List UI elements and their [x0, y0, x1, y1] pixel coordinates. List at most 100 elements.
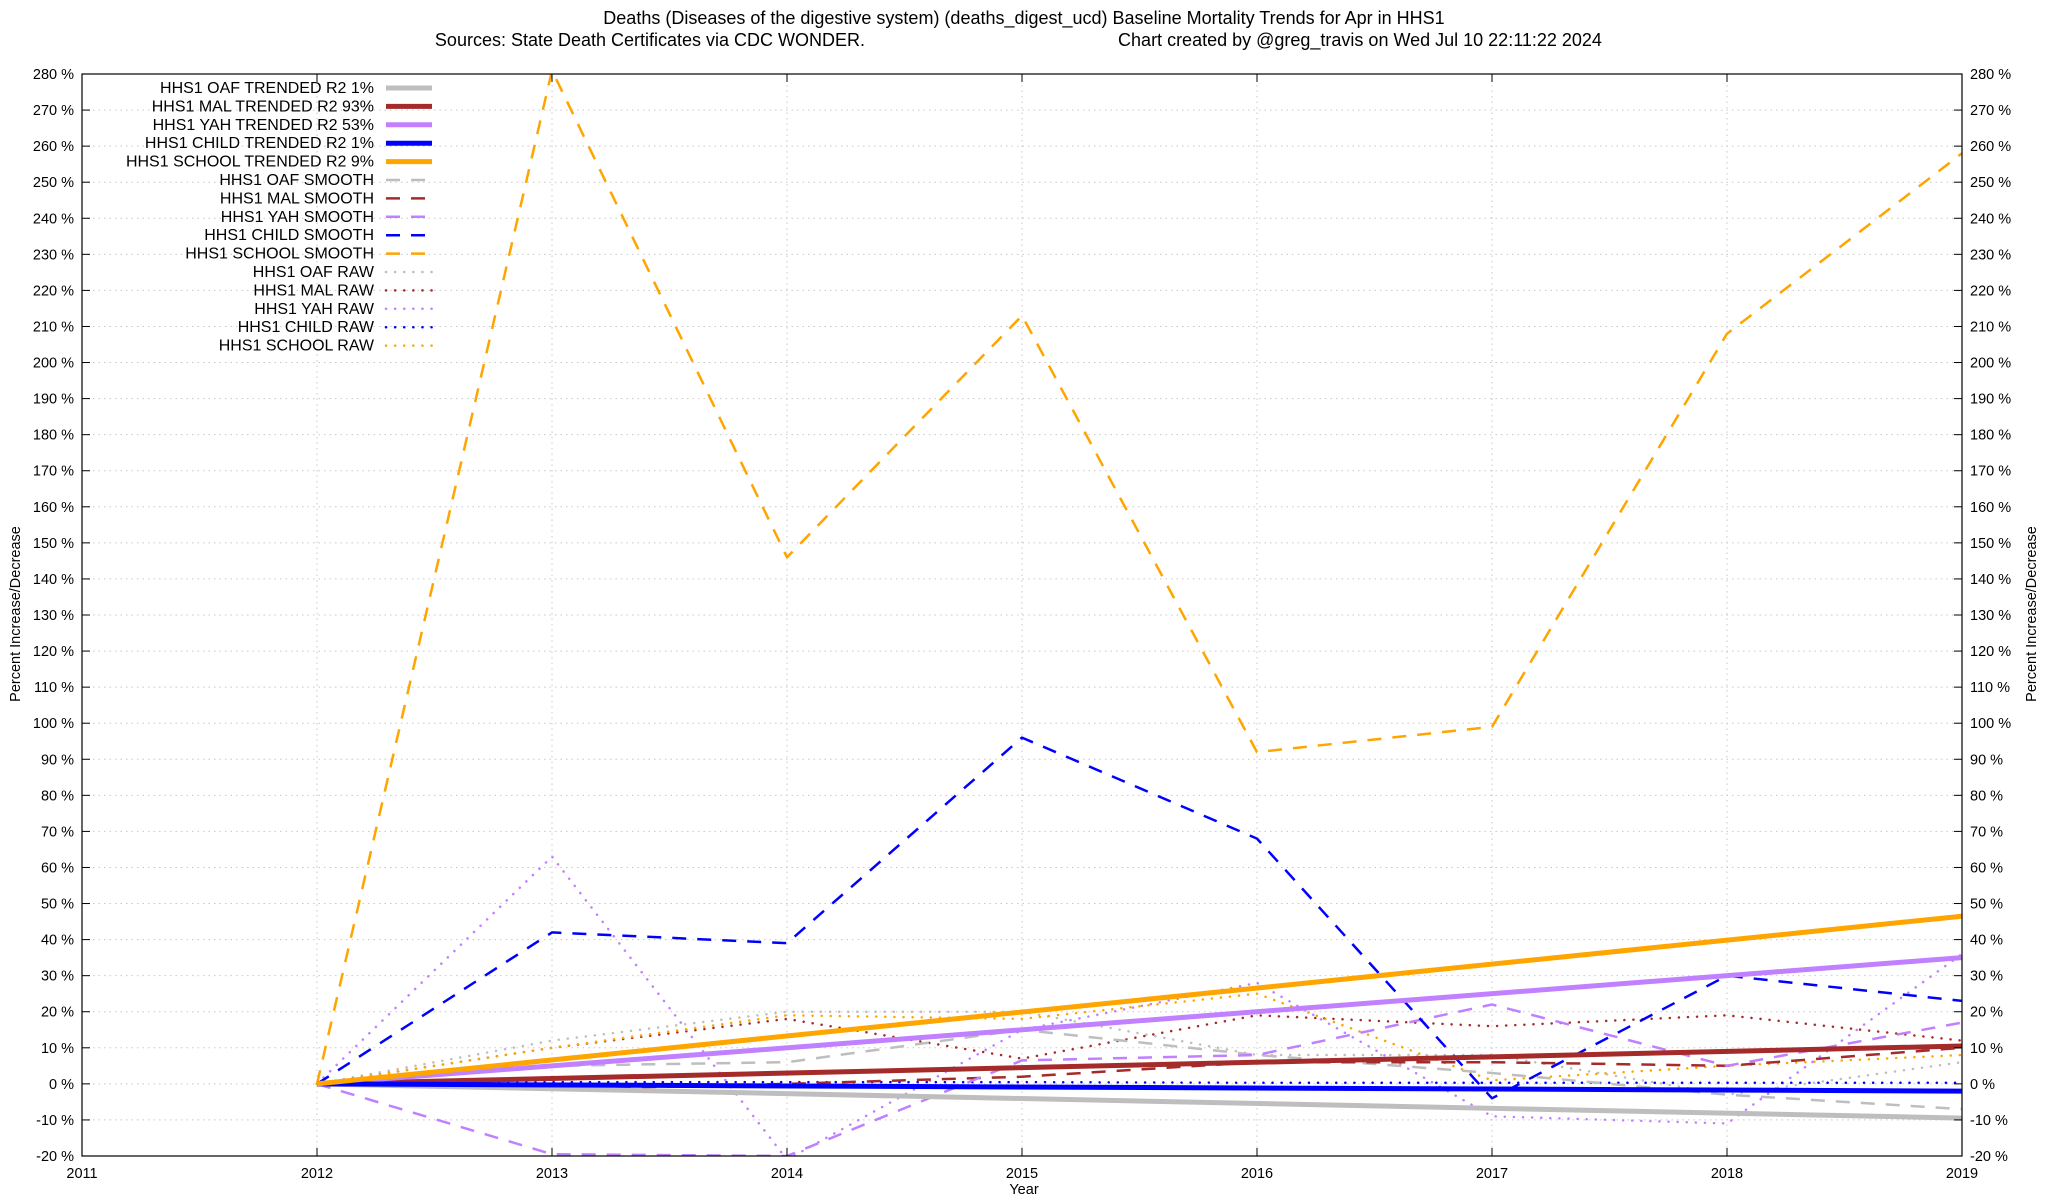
legend-label: HHS1 OAF TRENDED R2 1%	[160, 80, 374, 97]
x-tick-label: 2013	[536, 1166, 568, 1182]
y-tick-label: 40 %	[41, 933, 74, 949]
y2-tick-label: 160 %	[1970, 500, 2011, 516]
y2-tick-label: 50 %	[1970, 897, 2003, 913]
series-line-9	[316, 736, 1962, 1100]
series-layer	[315, 74, 1962, 1156]
y-tick-label: 90 %	[41, 752, 74, 768]
y2-tick-label: 250 %	[1970, 175, 2011, 191]
y2-tick-label: 270 %	[1970, 103, 2011, 119]
y-tick-label: 250 %	[33, 175, 74, 191]
y-tick-label: 10 %	[41, 1041, 74, 1057]
series-line-10	[315, 74, 1962, 1085]
y-tick-label: 30 %	[41, 969, 74, 985]
y2-tick-label: 190 %	[1970, 392, 2011, 408]
y-tick-label: 200 %	[33, 356, 74, 372]
y-tick-label: 150 %	[33, 536, 74, 552]
y-tick-label: 170 %	[33, 464, 74, 480]
x-tick-label: 2018	[1711, 1166, 1743, 1182]
y2-tick-label: 80 %	[1970, 788, 2003, 804]
y2-tick-label: 240 %	[1970, 211, 2011, 227]
x-tick-label: 2015	[1006, 1166, 1038, 1182]
y2-tick-label: 230 %	[1970, 247, 2011, 263]
y-tick-label: 70 %	[41, 824, 74, 840]
y-tick-label: 280 %	[33, 67, 74, 83]
y-tick-label: 130 %	[33, 608, 74, 624]
ticks: -20 % -20 % -10 % -10 % 0 % 0 % 10 % 10 % 20 % 20…	[33, 67, 2011, 1182]
y-tick-label: 230 %	[33, 247, 74, 263]
y2-tick-label: -10 %	[1970, 1113, 2008, 1129]
y-tick-label: 220 %	[33, 283, 74, 299]
chart-subtitle-right: Chart created by @greg_travis on Wed Jul…	[1118, 30, 1602, 51]
legend-label: HHS1 MAL SMOOTH	[220, 190, 374, 207]
legend-label: HHS1 CHILD SMOOTH	[204, 227, 374, 244]
x-tick-label: 2019	[1946, 1166, 1978, 1182]
y-tick-label: 210 %	[33, 319, 74, 335]
chart-title: Deaths (Diseases of the digestive system…	[603, 8, 1444, 29]
y2-tick-label: 210 %	[1970, 319, 2011, 335]
y-tick-label: 80 %	[41, 788, 74, 804]
y-tick-label: 270 %	[33, 103, 74, 119]
y-tick-label: 260 %	[33, 139, 74, 155]
y-tick-label: 110 %	[34, 680, 74, 696]
legend-label: HHS1 MAL TRENDED R2 93%	[152, 98, 374, 115]
y-tick-label: 180 %	[33, 428, 74, 444]
x-tick-label: 2011	[66, 1166, 97, 1182]
legend-label: HHS1 SCHOOL RAW	[219, 338, 375, 355]
y2-axis-label: Percent Increase/Decrease	[2024, 526, 2040, 702]
series-line-12	[315, 1014, 1962, 1086]
y2-tick-label: -20 %	[1970, 1149, 2008, 1165]
y2-tick-label: 120 %	[1970, 644, 2011, 660]
legend-label: HHS1 YAH TRENDED R2 53%	[153, 117, 374, 134]
x-tick-label: 2014	[771, 1166, 803, 1182]
series-line-2	[316, 1043, 1962, 1087]
legend-label: HHS1 YAH RAW	[254, 301, 375, 318]
series-line-1	[316, 1081, 1962, 1121]
legend-label: HHS1 CHILD TRENDED R2 1%	[145, 135, 374, 152]
series-line-8	[316, 1003, 1962, 1156]
y2-tick-label: 260 %	[1970, 139, 2011, 155]
y2-tick-label: 30 %	[1970, 969, 2003, 985]
y2-tick-label: 220 %	[1970, 283, 2011, 299]
y-tick-label: -10 %	[36, 1113, 74, 1129]
y2-tick-label: 140 %	[1970, 572, 2011, 588]
y-tick-label: 160 %	[33, 500, 74, 516]
y-tick-label: 140 %	[33, 572, 74, 588]
y2-tick-label: 200 %	[1970, 356, 2011, 372]
y2-tick-label: 130 %	[1970, 608, 2011, 624]
y2-tick-label: 20 %	[1970, 1005, 2003, 1021]
y2-tick-label: 10 %	[1970, 1041, 2003, 1057]
legend-label: HHS1 CHILD RAW	[238, 319, 375, 336]
series-line-15	[315, 992, 1962, 1086]
y-axis-label: Percent Increase/Decrease	[8, 526, 24, 702]
legend-label: HHS1 YAH SMOOTH	[221, 209, 374, 226]
y2-tick-label: 100 %	[1970, 716, 2011, 732]
series-line-4	[316, 1081, 1962, 1094]
series-line-6	[316, 1028, 1962, 1111]
y-tick-label: 120 %	[33, 644, 74, 660]
x-tick-label: 2016	[1241, 1166, 1273, 1182]
y-tick-label: 190 %	[33, 392, 74, 408]
x-tick-label: 2012	[301, 1166, 333, 1182]
y-tick-label: 100 %	[33, 716, 74, 732]
y-tick-label: -20 %	[36, 1149, 74, 1165]
y2-tick-label: 0 %	[1970, 1077, 1995, 1093]
legend-label: HHS1 OAF RAW	[253, 264, 375, 281]
y-tick-label: 240 %	[33, 211, 74, 227]
y-tick-label: 50 %	[41, 897, 74, 913]
series-line-14	[315, 1080, 1962, 1086]
y-tick-label: 60 %	[41, 860, 74, 876]
y2-tick-label: 170 %	[1970, 464, 2011, 480]
y2-tick-label: 180 %	[1970, 428, 2011, 444]
y2-tick-label: 70 %	[1970, 824, 2003, 840]
y2-tick-label: 280 %	[1970, 67, 2011, 83]
y2-tick-label: 90 %	[1970, 752, 2003, 768]
series-line-5	[316, 913, 1962, 1087]
legend-label: HHS1 MAL RAW	[253, 282, 375, 299]
x-tick-label: 2017	[1476, 1166, 1508, 1182]
chart-subtitle-left: Sources: State Death Certificates via CD…	[435, 30, 865, 50]
x-axis-label: Year	[1009, 1182, 1038, 1198]
legend: HHS1 OAF TRENDED R2 1%HHS1 MAL TRENDED R…	[126, 80, 434, 355]
y2-tick-label: 60 %	[1970, 860, 2003, 876]
